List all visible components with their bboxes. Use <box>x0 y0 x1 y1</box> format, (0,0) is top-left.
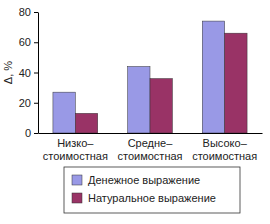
plot: 020406080Низко–стоимостнаяСредне–стоимос… <box>19 6 263 162</box>
tick: Высоко–стоимостная <box>192 133 257 162</box>
tick: 0 <box>25 127 38 139</box>
tick-label-line: Высоко– <box>203 137 248 149</box>
x-axis: Низко–стоимостнаяСредне–стоимостнаяВысок… <box>39 133 263 162</box>
tick-label-line: Низко– <box>57 137 94 149</box>
tick: 20 <box>19 97 38 109</box>
bar <box>225 33 247 133</box>
y-axis-title: Δ, % <box>2 61 14 84</box>
tick-label: 40 <box>19 67 31 79</box>
tick-mark <box>34 133 38 134</box>
bars <box>53 21 247 133</box>
bar <box>202 21 224 133</box>
tick-label-line: стоимостная <box>117 150 182 162</box>
legend-swatch <box>72 175 82 185</box>
y-axis: 0 20 40 60 80 <box>19 6 39 139</box>
tick-label-line: стоимостная <box>43 150 108 162</box>
axis-line <box>39 133 263 134</box>
tick-mark <box>34 103 38 104</box>
tick-mark <box>34 73 38 74</box>
legend: Денежное выражение Натуральное выражение <box>64 167 240 213</box>
tick-label-line: Средне– <box>128 137 174 149</box>
chart: 020406080Низко–стоимостнаяСредне–стоимос… <box>0 0 270 224</box>
legend-label: Денежное выражение <box>88 174 200 186</box>
tick: Средне–стоимостная <box>117 133 182 162</box>
legend-label: Натуральное выражение <box>88 192 216 204</box>
bar <box>150 79 172 133</box>
bar <box>128 66 150 133</box>
tick: 40 <box>19 67 38 79</box>
bar <box>75 113 97 133</box>
tick-label: 0 <box>25 127 31 139</box>
legend-swatch <box>72 193 82 203</box>
legend-frame <box>64 167 240 213</box>
bar <box>53 92 75 133</box>
tick-label: Высоко–стоимостная <box>192 137 257 162</box>
tick: Низко–стоимостная <box>43 133 108 162</box>
tick-mark <box>34 12 38 13</box>
tick-mark <box>34 42 38 43</box>
tick: 80 <box>19 6 38 18</box>
tick-label-line: стоимостная <box>192 150 257 162</box>
tick-label: Средне–стоимостная <box>117 137 182 162</box>
tick-label: 60 <box>19 36 31 48</box>
tick-label: 20 <box>19 97 31 109</box>
tick: 60 <box>19 36 38 48</box>
tick-label: 80 <box>19 6 31 18</box>
tick-label: Низко–стоимостная <box>43 137 108 162</box>
axis-line <box>38 13 39 134</box>
